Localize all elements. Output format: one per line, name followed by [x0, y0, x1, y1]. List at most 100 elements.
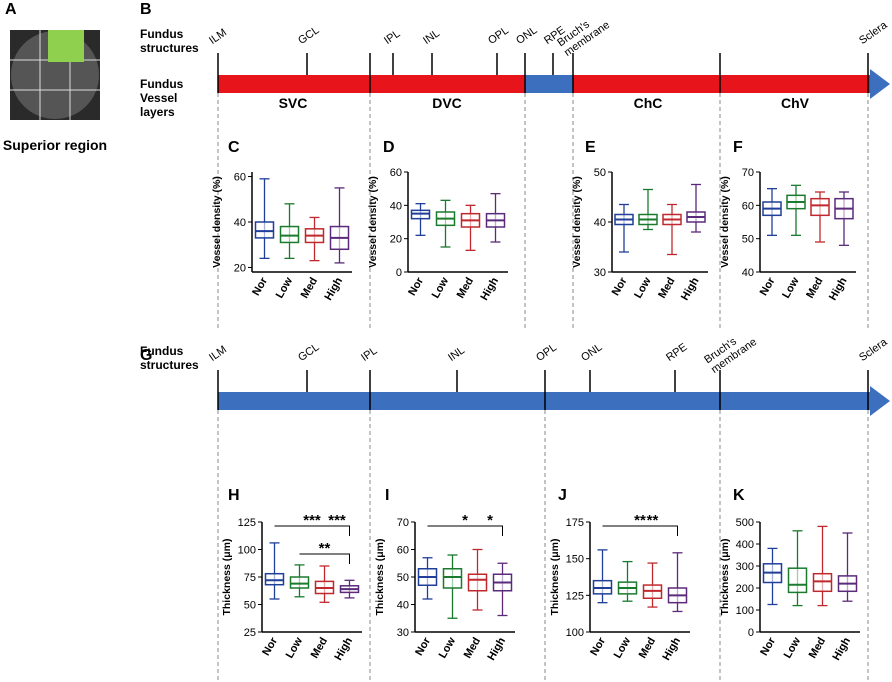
x-tick-label: Low: [437, 635, 459, 660]
y-axis-label: Thickness (μm): [549, 538, 561, 615]
x-tick-label: Med: [656, 276, 677, 301]
sig-bracket: [324, 525, 350, 536]
y-tick-label: 125: [566, 590, 584, 602]
y-tick-label: 75: [244, 572, 256, 584]
row-label: Fundus Vessel layers: [140, 77, 184, 119]
y-tick-label: 40: [234, 217, 246, 229]
box: [279, 225, 300, 244]
y-tick-label: 60: [742, 200, 754, 212]
x-tick-label: Nor: [260, 635, 280, 658]
x-tick-label: High: [679, 275, 702, 302]
y-tick-label: 60: [397, 545, 409, 557]
y-tick-label: 60: [390, 167, 402, 179]
row-label: Fundus structures: [140, 344, 199, 372]
arrow-head: [870, 386, 890, 416]
y-tick-label: 500: [736, 517, 754, 529]
layer-bar: [525, 75, 573, 93]
y-axis-label: Vessel density (%): [211, 176, 223, 268]
x-tick-label: High: [485, 635, 508, 662]
y-tick-label: 50: [397, 572, 409, 584]
y-tick-label: 100: [736, 605, 754, 617]
panel-label: E: [585, 139, 596, 156]
y-tick-label: 70: [742, 167, 754, 179]
x-tick-label: Med: [462, 636, 483, 661]
x-tick-label: Nor: [758, 635, 778, 658]
panel-label: B: [140, 1, 152, 18]
y-tick-label: 50: [244, 600, 256, 612]
box: [289, 576, 310, 589]
x-tick-label: High: [660, 635, 683, 662]
sig-label: *: [462, 512, 468, 529]
sig-label: ***: [328, 512, 346, 529]
box: [787, 567, 808, 594]
layer-label: ChV: [781, 95, 810, 111]
x-tick-label: Med: [637, 636, 658, 661]
y-tick-label: 0: [748, 627, 754, 639]
x-tick-label: Med: [299, 276, 320, 301]
x-tick-label: Low: [632, 275, 654, 300]
y-axis-label: Thickness (μm): [221, 538, 233, 615]
y-tick-label: 100: [238, 545, 256, 557]
x-tick-label: Low: [284, 635, 306, 660]
y-axis-label: Vessel density (%): [367, 176, 379, 268]
y-tick-label: 20: [390, 234, 402, 246]
y-tick-label: 125: [238, 517, 256, 529]
x-tick-label: Med: [309, 636, 330, 661]
y-tick-label: 175: [566, 517, 584, 529]
arrow-head: [870, 69, 890, 99]
x-tick-label: Nor: [413, 635, 433, 658]
x-tick-label: Low: [780, 275, 802, 300]
x-tick-label: Nor: [758, 275, 778, 298]
y-tick-label: 40: [397, 600, 409, 612]
sig-label: **: [319, 540, 331, 557]
y-tick-label: 20: [234, 262, 246, 274]
y-tick-label: 200: [736, 583, 754, 595]
layer-label: ChC: [634, 95, 663, 111]
panel-label: K: [733, 487, 745, 504]
y-axis-label: Vessel density (%): [571, 176, 583, 268]
y-tick-label: 30: [594, 267, 606, 279]
panel-label: I: [385, 487, 389, 504]
y-tick-label: 40: [594, 217, 606, 229]
x-tick-label: Low: [782, 635, 804, 660]
x-tick-label: Nor: [406, 275, 426, 298]
sig-label: *: [487, 512, 493, 529]
x-tick-label: High: [332, 635, 355, 662]
y-axis-label: Vessel density (%): [719, 176, 731, 268]
panel-label: A: [5, 1, 17, 18]
y-tick-label: 400: [736, 539, 754, 551]
y-tick-label: 0: [396, 267, 402, 279]
x-tick-label: Med: [804, 276, 825, 301]
x-tick-label: Low: [274, 275, 296, 300]
y-tick-label: 50: [742, 234, 754, 246]
y-tick-label: 25: [244, 627, 256, 639]
x-tick-label: Low: [612, 635, 634, 660]
sig-label: **: [634, 512, 646, 529]
sig-label: **: [647, 512, 659, 529]
y-tick-label: 70: [397, 517, 409, 529]
caption: Superior region: [3, 137, 107, 153]
x-tick-label: High: [322, 275, 345, 302]
y-axis-label: Thickness (μm): [719, 538, 731, 615]
x-tick-label: Nor: [250, 275, 270, 298]
superior-region: [48, 30, 84, 62]
panel-label: J: [558, 487, 567, 504]
y-tick-label: 150: [566, 554, 584, 566]
y-tick-label: 50: [594, 167, 606, 179]
layer-label: SVC: [279, 95, 308, 111]
box: [810, 197, 830, 217]
x-tick-label: Nor: [588, 635, 608, 658]
sig-bracket: [477, 525, 503, 536]
x-tick-label: High: [827, 275, 850, 302]
panel-label: H: [228, 487, 240, 504]
y-tick-label: 60: [234, 172, 246, 184]
y-tick-label: 300: [736, 561, 754, 573]
x-tick-label: Low: [430, 275, 452, 300]
box: [254, 221, 275, 239]
y-tick-label: 40: [390, 200, 402, 212]
x-tick-label: Med: [455, 276, 476, 301]
y-tick-label: 40: [742, 267, 754, 279]
sig-bracket: [627, 525, 678, 536]
